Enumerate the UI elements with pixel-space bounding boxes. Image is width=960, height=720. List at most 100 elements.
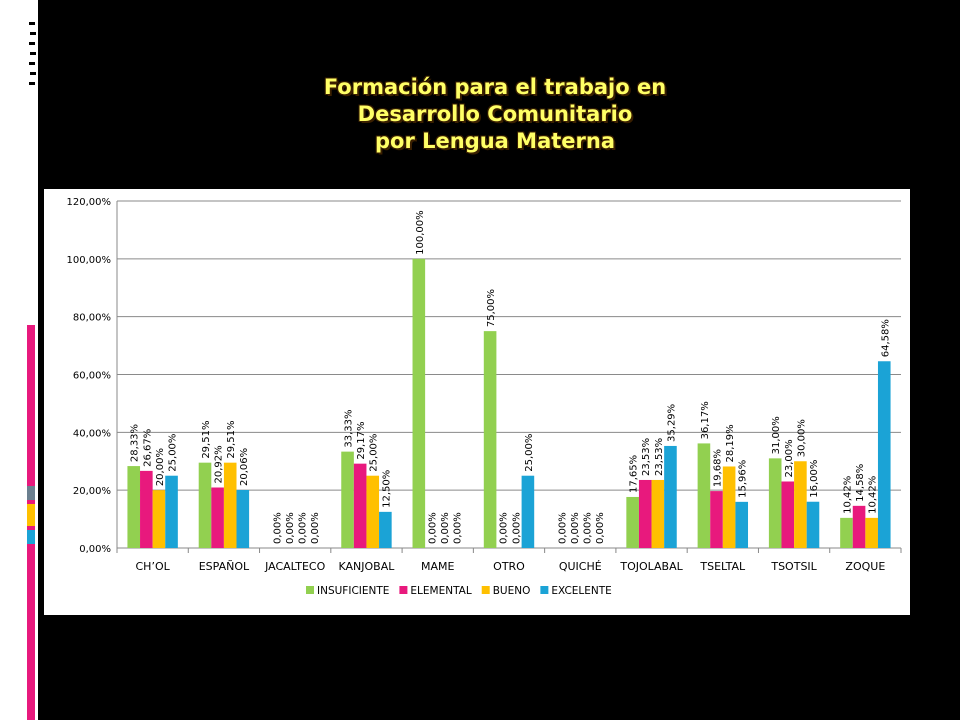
decor-block-yellow bbox=[27, 504, 35, 526]
data-label: 20,06% bbox=[239, 448, 250, 486]
bar-elemental bbox=[140, 470, 153, 548]
legend-swatch bbox=[306, 586, 314, 594]
x-tick-label: TOJOLABAL bbox=[619, 560, 683, 573]
data-label: 20,92% bbox=[214, 445, 225, 483]
decor-block-pink bbox=[27, 468, 35, 482]
bar-bueno bbox=[865, 517, 878, 548]
data-label: 0,00% bbox=[595, 512, 606, 544]
bar-elemental bbox=[852, 505, 866, 548]
bar-insuficiente bbox=[198, 462, 212, 548]
data-label: 64,58% bbox=[880, 319, 891, 357]
bar-insuficiente bbox=[768, 458, 782, 548]
data-label: 10,42% bbox=[842, 476, 853, 514]
slide-title-line-3: por Lengua Materna bbox=[375, 129, 615, 153]
slide-title-line-1: Formación para el trabajo en bbox=[323, 75, 667, 99]
bar-elemental bbox=[781, 481, 795, 548]
decorative-stripes bbox=[27, 22, 36, 720]
chart-area: 0,00% 20,00% 40,00% 60,00% 80,00% 100,00% 120,… bbox=[44, 189, 910, 615]
data-label: 75,00% bbox=[486, 289, 497, 327]
data-label: 23,00% bbox=[784, 439, 795, 477]
y-tick-label: 80,00% bbox=[73, 313, 111, 324]
bar-excelente bbox=[664, 445, 677, 548]
data-label: 16,00% bbox=[809, 460, 820, 498]
bar-insuficiente bbox=[127, 466, 141, 548]
decor-tick bbox=[30, 32, 36, 35]
data-label: 12,50% bbox=[381, 470, 392, 508]
bar-elemental bbox=[353, 463, 367, 548]
data-label: 0,00% bbox=[557, 512, 568, 544]
data-label: 26,67% bbox=[142, 429, 153, 467]
bar-insuficiente bbox=[697, 443, 711, 548]
bar-bueno bbox=[152, 490, 166, 548]
data-label: 35,29% bbox=[666, 404, 677, 442]
data-label: 29,51% bbox=[226, 421, 237, 459]
bar-bueno bbox=[722, 466, 736, 548]
data-label: 29,17% bbox=[356, 422, 367, 460]
data-label: 0,00% bbox=[511, 512, 522, 544]
bar-elemental bbox=[638, 479, 652, 548]
data-label: 25,00% bbox=[369, 434, 380, 472]
x-tick-label: OTRO bbox=[493, 560, 525, 573]
bar-chart: 0,00% 20,00% 40,00% 60,00% 80,00% 100,00% 120,… bbox=[67, 197, 902, 597]
decor-tick bbox=[29, 62, 35, 65]
legend-swatch bbox=[540, 586, 549, 594]
legend-label: ELEMENTAL bbox=[410, 585, 471, 597]
bar-elemental bbox=[710, 491, 723, 548]
data-label: 17,65% bbox=[629, 455, 640, 493]
data-label: 0,00% bbox=[310, 512, 321, 544]
data-label: 23,53% bbox=[641, 438, 652, 476]
data-label: 0,00% bbox=[285, 512, 296, 544]
bar-excelente bbox=[521, 475, 535, 548]
legend-swatch bbox=[399, 586, 408, 594]
data-label: 0,00% bbox=[570, 512, 581, 544]
x-tick-label: TSOTSIL bbox=[770, 560, 817, 573]
bar-insuficiente bbox=[412, 258, 426, 548]
data-label: 20,00% bbox=[155, 448, 166, 486]
y-tick-label: 40,00% bbox=[73, 428, 111, 439]
decor-tick bbox=[29, 82, 35, 85]
bar-excelente bbox=[165, 475, 178, 548]
y-tick-label: 0,00% bbox=[79, 544, 111, 555]
legend-label: INSUFICIENTE bbox=[317, 585, 389, 597]
bar-insuficiente bbox=[483, 331, 497, 548]
data-label: 0,00% bbox=[440, 512, 451, 544]
data-label: 100,00% bbox=[415, 210, 426, 255]
data-label: 0,00% bbox=[453, 512, 464, 544]
x-tick-label: TSELTAL bbox=[699, 560, 746, 573]
bar-excelente bbox=[877, 361, 891, 548]
data-label: 0,00% bbox=[297, 512, 308, 544]
decor-tick bbox=[29, 42, 35, 45]
legend-swatch bbox=[481, 586, 490, 594]
decor-tick bbox=[30, 52, 36, 55]
slide-title-line-2: Desarrollo Comunitario bbox=[357, 102, 633, 126]
bar-bueno bbox=[651, 479, 665, 548]
decor-block-gray bbox=[27, 486, 35, 500]
data-label: 0,00% bbox=[583, 512, 594, 544]
bar-elemental bbox=[211, 487, 224, 548]
legend-label: EXCELENTE bbox=[551, 585, 611, 597]
data-label: 36,17% bbox=[700, 401, 711, 439]
decor-block-blue bbox=[27, 530, 35, 544]
data-label: 23,53% bbox=[654, 438, 665, 476]
data-label: 14,58% bbox=[855, 464, 866, 502]
x-tick-label: ESPAÑOL bbox=[199, 560, 250, 573]
x-tick-label: ZOQUE bbox=[845, 560, 885, 573]
bar-bueno bbox=[223, 462, 237, 548]
x-tick-label: CH’OL bbox=[136, 560, 171, 573]
bar-excelente bbox=[735, 501, 749, 548]
bar-insuficiente bbox=[626, 496, 639, 548]
bar-insuficiente bbox=[341, 451, 354, 548]
x-tick-label: JACALTECO bbox=[264, 560, 326, 573]
data-label: 0,00% bbox=[427, 512, 438, 544]
x-tick-label: KANJOBAL bbox=[339, 560, 396, 573]
x-tick-label: MAME bbox=[421, 560, 455, 573]
x-tick-label: QUICHÉ bbox=[559, 560, 602, 573]
data-label: 30,00% bbox=[796, 419, 807, 457]
y-tick-label: 120,00% bbox=[67, 197, 112, 208]
data-label: 28,33% bbox=[130, 424, 141, 462]
bar-excelente bbox=[806, 501, 820, 548]
data-label: 0,00% bbox=[272, 512, 283, 544]
data-label: 31,00% bbox=[771, 416, 782, 454]
data-label: 25,00% bbox=[524, 434, 535, 472]
data-label: 15,96% bbox=[738, 460, 749, 498]
